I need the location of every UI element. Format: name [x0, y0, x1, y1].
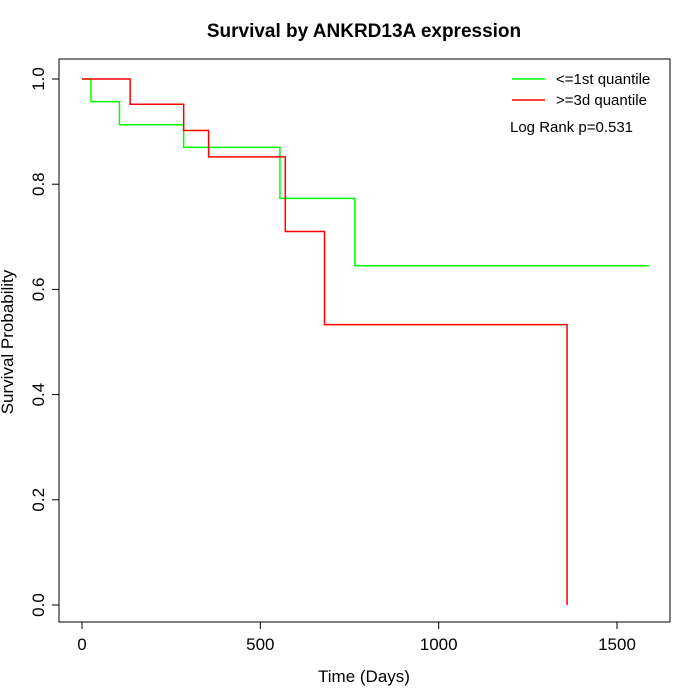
legend-label-series-1: <=1st quantile [556, 71, 650, 88]
x-axis: 0 500 1000 1500 [77, 621, 636, 654]
legend: <=1st quantile >=3d quantile [512, 71, 650, 109]
x-tick-label: 500 [246, 635, 274, 654]
y-tick-label: 0.0 [29, 593, 48, 617]
x-tick-label: 1000 [420, 635, 458, 654]
y-axis: 0.0 0.2 0.4 0.6 0.8 1.0 [29, 67, 60, 617]
x-tick-label: 0 [77, 635, 86, 654]
y-tick-label: 0.8 [29, 172, 48, 196]
y-tick-label: 0.4 [29, 383, 48, 407]
series-layer [82, 78, 650, 605]
y-tick-label: 1.0 [29, 67, 48, 91]
chart-title: Survival by ANKRD13A expression [207, 21, 521, 42]
log-rank-annotation: Log Rank p=0.531 [510, 119, 633, 136]
y-tick-label: 0.2 [29, 488, 48, 512]
plot-frame [58, 58, 671, 623]
legend-label-series-2: >=3d quantile [556, 92, 647, 109]
y-tick-label: 0.6 [29, 278, 48, 302]
series-line-1 [82, 78, 650, 267]
series-line-2 [82, 78, 568, 605]
y-axis-label: Survival Probability [0, 269, 17, 414]
x-axis-label: Time (Days) [318, 667, 410, 686]
x-tick-label: 1500 [598, 635, 636, 654]
